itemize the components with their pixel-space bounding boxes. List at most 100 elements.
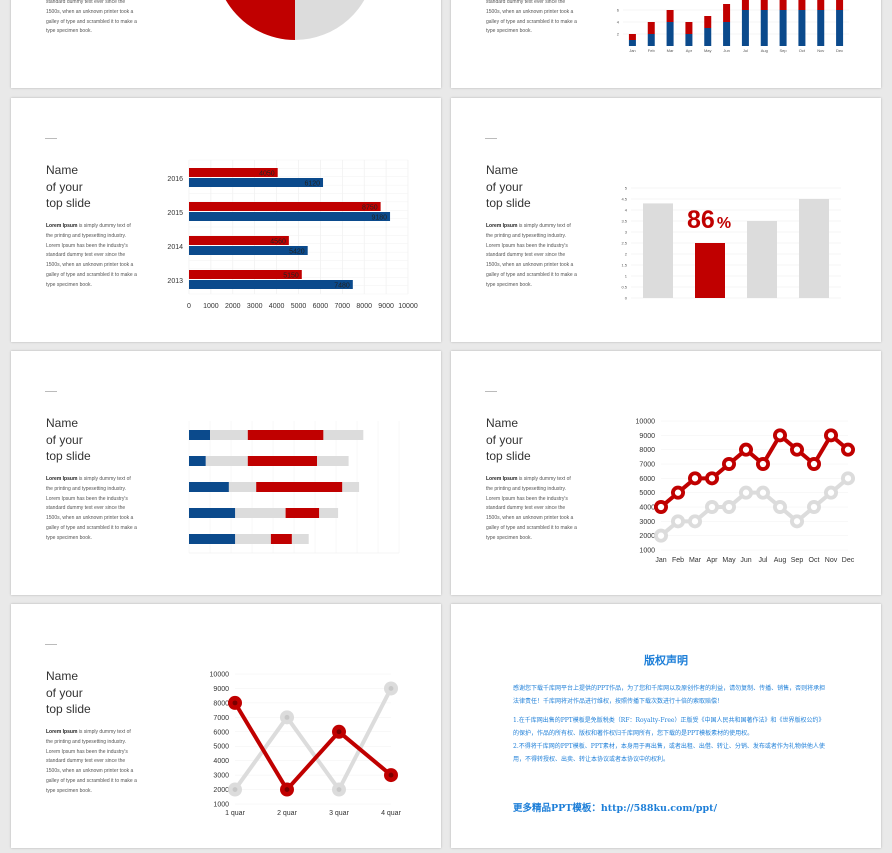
tick-label: Oct [799, 48, 806, 53]
monthly-line-chart: 1000 2000 3000 4000 5000 6000 7000 8000 9000 1000… [636, 419, 855, 564]
bar-segment [247, 456, 318, 466]
bar-segment [189, 456, 206, 466]
tick-label: Feb [672, 557, 684, 564]
slide-quarter-lines: Name of your top slide Lorem Ipsum is si… [11, 604, 441, 848]
donut-chart [225, 0, 365, 40]
tick-label: 10000 [398, 303, 418, 310]
tick-label: Aug [774, 557, 787, 564]
slide-description: standard dummy text ever since the 1500s… [46, 0, 137, 35]
tick-label: 9000 [378, 303, 394, 310]
tick-label: Sep [791, 557, 804, 564]
horizontal-bar-chart: 0 1000 2000 3000 4000 5000 6000 7000 8000 9000 100… [167, 159, 418, 310]
tick-label: 3000 [213, 773, 229, 780]
data-point-center [793, 518, 801, 525]
bar-segment [189, 508, 236, 518]
data-point-center [827, 432, 835, 439]
bar [189, 202, 381, 211]
tick-label: 2013 [167, 278, 183, 285]
tick-label: May [722, 557, 736, 564]
data-point-center [844, 446, 852, 453]
tick-label: 1 [625, 274, 628, 279]
bar-segment [228, 482, 257, 492]
tick-label: Mar [667, 48, 675, 53]
tick-label: 2015 [167, 210, 183, 217]
slide-monthly-lines: Name of your top slide Lorem Ipsum is si… [451, 351, 881, 595]
stacked-bar-chart: 2 4 6 8 Jan Feb Mar Apr May Jun Jul Aug Sep Oct Nov Dec [617, 0, 849, 53]
bar [704, 28, 712, 46]
tick-label: 5000 [291, 303, 307, 310]
tick-label: 5000 [639, 490, 655, 497]
bar [189, 178, 324, 187]
data-point-center [674, 518, 682, 525]
donut-slice [295, 0, 365, 40]
tick-label: 4 quar [381, 810, 402, 817]
slide-title: Name of your top slide [46, 416, 91, 463]
copyright-link[interactable]: 更多精品PPT模板：http://588ku.com/ppt/ [513, 803, 718, 814]
data-label: 6120 [304, 181, 320, 188]
bar [647, 34, 655, 46]
bar [798, 0, 806, 10]
data-point-center [793, 446, 801, 453]
bar [189, 246, 308, 255]
data-label: 9180 [371, 215, 387, 222]
bar [685, 34, 693, 46]
data-point-center [674, 489, 682, 496]
tick-label: 2000 [639, 533, 655, 540]
bar [723, 22, 731, 46]
tick-label: 2000 [225, 303, 241, 310]
tick-label: Dec [836, 48, 843, 53]
data-point-center [742, 446, 750, 453]
bar [628, 40, 636, 46]
data-point-center [827, 489, 835, 496]
bar [695, 243, 725, 298]
tick-label: 8000 [213, 700, 229, 707]
tick-label: 4 [617, 20, 620, 25]
bar [741, 0, 749, 10]
data-label: 4560 [270, 239, 286, 246]
bar-segment [285, 508, 320, 518]
bar-segment [270, 534, 292, 544]
bar [747, 221, 777, 298]
tick-label: 2 [625, 252, 628, 257]
tick-label: 6 [617, 8, 620, 13]
tick-label: 1000 [639, 548, 655, 555]
tick-label: 8000 [356, 303, 372, 310]
bar [798, 10, 806, 46]
desc-bold: Lorem Ipsum [46, 729, 78, 735]
bar-segment [210, 430, 248, 440]
bar [189, 270, 302, 279]
tick-label: 3000 [247, 303, 263, 310]
bar-segment [319, 508, 339, 518]
bar [760, 0, 768, 10]
desc-text: is simply dummy text of the printing and… [46, 476, 137, 541]
bar [189, 168, 278, 177]
tick-label: 1 quar [225, 810, 246, 817]
tick-label: Jan [655, 557, 666, 564]
bar [779, 10, 787, 46]
segmented-bar-chart [188, 421, 400, 554]
bar [643, 203, 673, 298]
tick-label: 2016 [167, 176, 183, 183]
annotation-value: 86 [687, 206, 715, 234]
tick-label: 0 [625, 296, 628, 301]
slide-description: Lorem Ipsum is simply dummy text of the … [486, 222, 578, 291]
data-point-center [232, 787, 238, 793]
tick-label: Mar [689, 557, 702, 564]
bar [685, 22, 693, 34]
bar [817, 0, 825, 10]
series-line [233, 687, 393, 794]
tick-label: 2 quar [277, 810, 298, 817]
slide-description: Lorem Ipsum is simply dummy text of the … [46, 475, 138, 544]
data-point-center [388, 772, 394, 778]
bar [704, 16, 712, 28]
data-point-center [691, 475, 699, 482]
data-point-center [725, 503, 733, 511]
tick-label: 4000 [269, 303, 285, 310]
data-point-center [708, 503, 716, 511]
tick-label: 3 quar [329, 810, 350, 817]
desc-bold: Lorem Ipsum [46, 476, 78, 482]
copyright-body: 感谢您下载千库网平台上提供的PPT作品，为了您和千库网以及原创作者的利益，请勿复… [513, 682, 827, 772]
bar-segment [189, 534, 236, 544]
bar-segment [235, 534, 271, 544]
bar-segment [323, 430, 364, 440]
